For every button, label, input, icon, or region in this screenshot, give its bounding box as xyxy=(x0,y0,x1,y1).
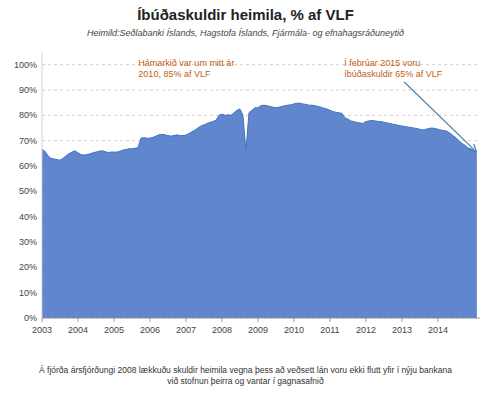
grid-line xyxy=(42,318,480,319)
x-tick xyxy=(42,318,43,322)
y-tick-label: 0% xyxy=(24,313,37,323)
y-tick-label: 70% xyxy=(19,136,37,146)
x-tick xyxy=(257,318,258,322)
y-tick-label: 60% xyxy=(19,161,37,171)
area xyxy=(42,103,477,318)
y-tick-label: 40% xyxy=(19,212,37,222)
x-tick xyxy=(77,318,78,322)
y-tick-label: 80% xyxy=(19,110,37,120)
x-axis xyxy=(42,318,480,319)
x-tick xyxy=(401,318,402,322)
y-tick-label: 30% xyxy=(19,237,37,247)
y-tick-label: 100% xyxy=(14,60,37,70)
x-tick-label: 2005 xyxy=(104,325,124,335)
subtitle: Heimild:Seðlabanki Íslands, Hagstofa Ísl… xyxy=(87,28,404,38)
plot-area xyxy=(42,103,477,318)
x-tick-label: 2007 xyxy=(176,325,196,335)
x-tick xyxy=(113,318,114,322)
x-tick xyxy=(149,318,150,322)
x-tick xyxy=(185,318,186,322)
annotation: Hámarkið var um mitt ár2010, 85% af VLF xyxy=(138,58,234,79)
x-tick-label: 2013 xyxy=(392,325,412,335)
line xyxy=(42,103,477,160)
x-tick-label: 2011 xyxy=(320,325,339,335)
grid xyxy=(42,65,480,318)
footer: Á fjórða ársfjórðungi 2008 lækkuðu skuld… xyxy=(39,365,452,386)
x-tick xyxy=(221,318,222,322)
x-tick xyxy=(365,318,366,322)
x-tick-label: 2009 xyxy=(248,325,268,335)
grid-line xyxy=(42,90,480,91)
y-tick-label: 50% xyxy=(19,186,37,196)
y-tick-label: 10% xyxy=(19,288,37,298)
x-tick xyxy=(437,318,438,322)
x-tick-label: 2012 xyxy=(356,325,376,335)
y-tick-label: 90% xyxy=(19,85,37,95)
y-axis xyxy=(42,52,43,318)
x-tick-label: 2008 xyxy=(212,325,232,335)
x-tick-label: 2004 xyxy=(68,325,88,335)
x-tick-label: 2014 xyxy=(428,325,448,335)
y-tick-label: 20% xyxy=(19,262,37,272)
x-tick xyxy=(329,318,330,322)
annotation-arrow xyxy=(404,82,476,151)
x-tick-label: 2006 xyxy=(140,325,160,335)
annotation: Í febrúar 2015 voruíbúðaskuldir 65% af V… xyxy=(344,58,443,79)
title: Íbúðaskuldir heimila, % af VLF xyxy=(137,6,354,23)
chart: Íbúðaskuldir heimila, % af VLF Heimild:Se… xyxy=(0,0,491,393)
x-tick-label: 2010 xyxy=(284,325,304,335)
x-tick-label: 2003 xyxy=(32,325,52,335)
x-tick xyxy=(293,318,294,322)
